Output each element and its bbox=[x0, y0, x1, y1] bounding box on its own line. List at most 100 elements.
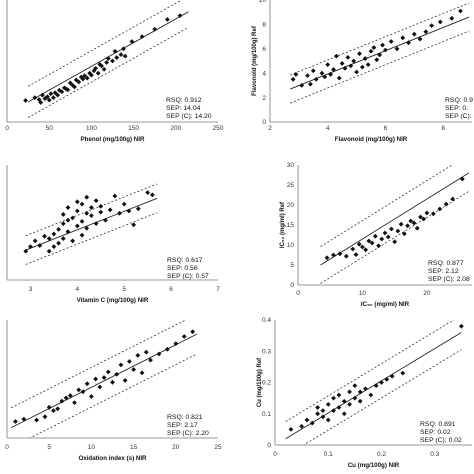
data-point bbox=[377, 52, 383, 58]
data-point bbox=[299, 83, 305, 88]
data-point bbox=[325, 401, 331, 407]
stat-line: RSQ: 0.877 bbox=[428, 260, 464, 267]
data-point bbox=[360, 244, 365, 250]
data-point bbox=[380, 42, 385, 48]
x-tick-label: 250 bbox=[213, 125, 224, 132]
data-point bbox=[112, 193, 118, 199]
x-tick-label: 20 bbox=[172, 444, 180, 451]
scatter-panel-5: 0 5 10 15 20 25 Oxidation index (s) NIR RSQ: 0.… bbox=[5, 320, 222, 462]
data-point bbox=[401, 231, 407, 237]
data-point bbox=[348, 63, 354, 69]
data-point bbox=[21, 416, 27, 422]
data-point bbox=[331, 67, 336, 72]
data-point bbox=[450, 196, 456, 202]
data-point bbox=[70, 238, 76, 244]
data-point bbox=[398, 221, 404, 227]
data-point bbox=[429, 23, 434, 29]
data-point bbox=[421, 216, 427, 222]
data-point bbox=[368, 48, 374, 54]
data-point bbox=[72, 400, 77, 405]
data-point bbox=[394, 46, 400, 52]
data-point bbox=[315, 405, 320, 410]
data-point bbox=[122, 53, 128, 59]
data-point bbox=[443, 201, 449, 207]
lower-prediction-band bbox=[29, 353, 198, 438]
data-point bbox=[357, 51, 362, 57]
data-point bbox=[51, 95, 56, 100]
data-point bbox=[411, 31, 417, 37]
data-point bbox=[60, 221, 66, 227]
data-point bbox=[74, 208, 80, 214]
data-point bbox=[177, 13, 183, 19]
stat-line: SEP (C): - bbox=[445, 113, 474, 120]
data-point bbox=[114, 55, 120, 60]
x-tick-label: 10 bbox=[359, 290, 367, 297]
x-tick-label: 0 bbox=[273, 451, 277, 458]
data-point bbox=[89, 72, 94, 78]
x-tick-label: 4 bbox=[326, 125, 330, 132]
data-point bbox=[362, 56, 368, 61]
x-tick-label: 150 bbox=[128, 125, 139, 132]
data-point bbox=[45, 94, 50, 100]
data-point bbox=[23, 98, 28, 103]
data-point bbox=[60, 236, 66, 241]
data-point bbox=[331, 395, 336, 401]
lower-prediction-band bbox=[25, 212, 158, 265]
data-point bbox=[357, 398, 363, 404]
data-point bbox=[46, 97, 52, 103]
data-point bbox=[34, 417, 39, 423]
y-tick-label: 0.3 bbox=[262, 348, 271, 355]
data-point bbox=[173, 341, 179, 346]
data-point bbox=[46, 236, 52, 241]
data-point bbox=[181, 334, 187, 339]
regression-line bbox=[285, 332, 462, 440]
data-point bbox=[112, 48, 118, 54]
data-point bbox=[139, 34, 145, 39]
y-tick-label: 6 bbox=[262, 46, 266, 53]
data-point bbox=[336, 75, 342, 81]
x-tick-label: 3 bbox=[29, 286, 33, 293]
data-point bbox=[104, 60, 109, 65]
data-point bbox=[328, 72, 333, 77]
data-point bbox=[363, 247, 369, 253]
data-point bbox=[79, 232, 85, 238]
data-point bbox=[61, 85, 67, 91]
scatter-panel-6: 0 0.1 0.2 0.3 0 0.1 0.2 0.3 0.4 Cu (mg/100g) NIR C… bbox=[257, 317, 472, 469]
data-point bbox=[84, 194, 90, 200]
x-tick-label: 4 bbox=[76, 286, 80, 293]
data-point bbox=[319, 70, 325, 76]
data-point bbox=[347, 401, 352, 407]
y-tick-label: 30 bbox=[287, 162, 295, 169]
stat-line: SEP: 2.12 bbox=[428, 268, 459, 275]
data-point bbox=[389, 226, 394, 232]
data-point bbox=[341, 411, 347, 417]
data-point bbox=[363, 386, 368, 392]
data-point bbox=[135, 353, 141, 358]
data-point bbox=[23, 248, 29, 254]
data-point bbox=[56, 227, 61, 232]
data-point bbox=[93, 221, 99, 227]
data-point bbox=[354, 69, 359, 75]
data-point bbox=[331, 408, 336, 414]
data-point bbox=[156, 351, 162, 357]
data-point bbox=[406, 40, 411, 46]
data-point bbox=[405, 223, 410, 229]
data-point bbox=[117, 210, 122, 216]
x-tick-label: 0 bbox=[5, 444, 9, 451]
stat-line: RSQ: 0.9 bbox=[445, 97, 473, 104]
x-tick-label: 6 bbox=[384, 125, 388, 132]
data-point bbox=[72, 84, 77, 90]
lower-prediction-band bbox=[290, 30, 470, 104]
data-point bbox=[84, 210, 90, 216]
stat-line: RSQ: 0.891 bbox=[420, 421, 456, 428]
data-point bbox=[78, 74, 84, 80]
data-point bbox=[65, 205, 71, 210]
data-point bbox=[114, 371, 120, 377]
data-point bbox=[73, 77, 79, 83]
stat-line: SEP: 0. bbox=[445, 105, 468, 112]
data-point bbox=[93, 376, 99, 382]
data-point bbox=[308, 81, 313, 87]
x-tick-label: 200 bbox=[170, 125, 181, 132]
y-tick-label: 10 bbox=[287, 242, 295, 249]
